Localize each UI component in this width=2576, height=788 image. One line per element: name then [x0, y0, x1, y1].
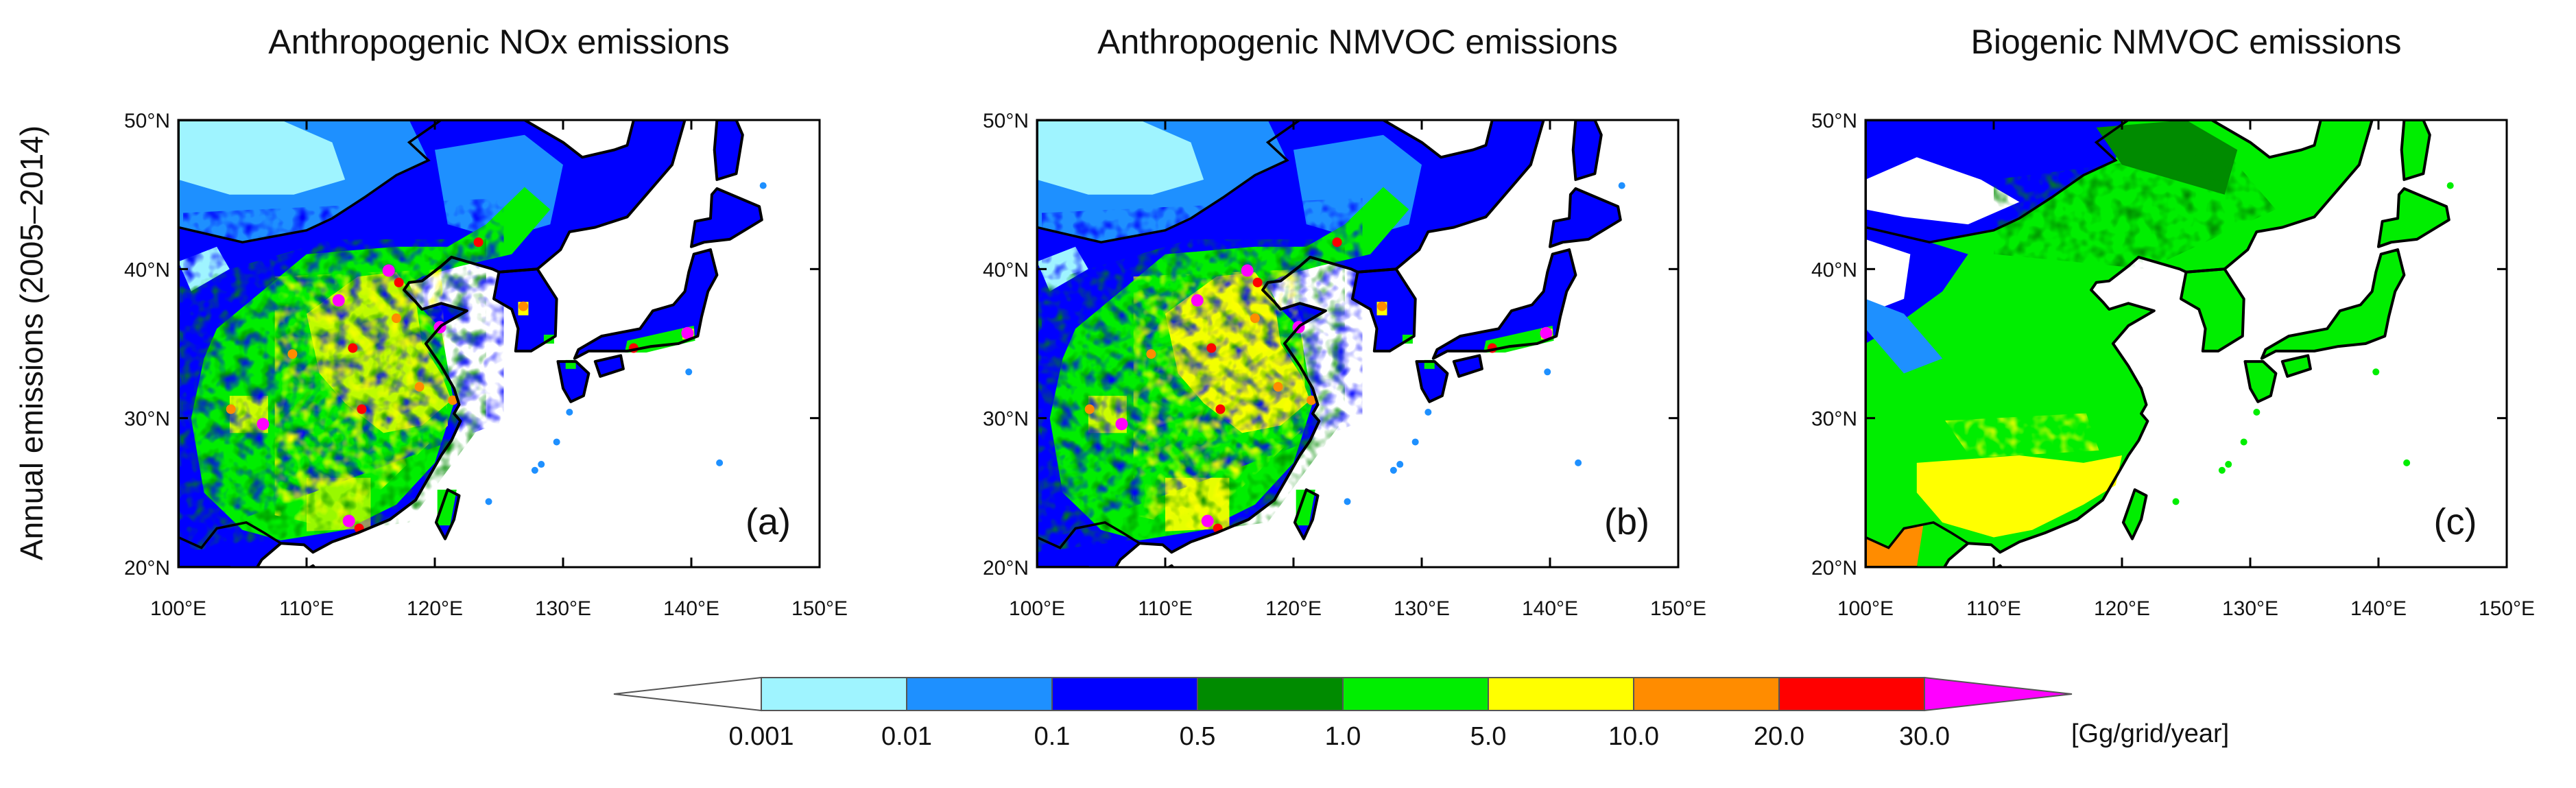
colorbar-segment [1488, 677, 1634, 711]
colorbar-tick-label: 30.0 [1899, 722, 1950, 751]
colorbar-tick-label: 10.0 [1608, 722, 1659, 751]
panel-label: (a) [746, 501, 791, 542]
lat-tick-label: 30°N [1811, 408, 1857, 431]
colorbar-tick-label: 0.01 [881, 722, 932, 751]
lon-tick-label: 130°E [535, 597, 591, 620]
y-axis-label: Annual emissions (2005–2014) [14, 126, 49, 560]
panel-label: (b) [1604, 501, 1649, 542]
lon-tick-label: 100°E [150, 597, 206, 620]
lat-tick-label: 20°N [124, 557, 170, 580]
lat-tick-label: 40°N [983, 259, 1029, 281]
colorbar-tick-label: 0.1 [1034, 722, 1071, 751]
colorbar-unit: [Gg/grid/year] [2071, 719, 2229, 748]
colorbar-segment [761, 677, 907, 711]
lon-tick-label: 100°E [1009, 597, 1065, 620]
lon-tick-label: 100°E [1837, 597, 1894, 620]
colorbar-tick-label: 0.001 [728, 722, 794, 751]
lon-tick-label: 120°E [407, 597, 463, 620]
map-panel-c: 100°E 110°E 120°E 130°E 140°E 150°E 50°N 40°N 30… [1811, 23, 2535, 620]
colorbar-high-arrow [1924, 676, 2073, 712]
colorbar-tick-label: 1.0 [1325, 722, 1361, 751]
colorbar-segment [1778, 677, 1925, 711]
map-panel-b: 100°E 110°E 120°E 130°E 140°E 150°E 50°N 40°N 30… [983, 23, 1706, 620]
lat-tick-label: 50°N [124, 110, 170, 132]
lat-tick-label: 40°N [1811, 259, 1857, 281]
lon-tick-label: 140°E [663, 597, 719, 620]
lon-tick-label: 150°E [2479, 597, 2535, 620]
lon-tick-label: 130°E [2222, 597, 2278, 620]
lon-tick-label: 150°E [1650, 597, 1706, 620]
colorbar-segment [1633, 677, 1780, 711]
lat-tick-label: 20°N [983, 557, 1029, 580]
panel-title: Anthropogenic NMVOC emissions [1097, 23, 1618, 61]
lon-tick-label: 150°E [791, 597, 848, 620]
map-panel-a: 100°E 110°E 120°E 130°E 140°E 150°E 50°N 40°N 30… [124, 23, 848, 620]
colorbar-segment [1051, 677, 1198, 711]
lon-tick-label: 110°E [1138, 597, 1193, 620]
lon-tick-label: 120°E [2094, 597, 2150, 620]
lat-tick-label: 50°N [1811, 110, 1857, 132]
lat-tick-label: 30°N [983, 408, 1029, 431]
colorbar-tick-label: 5.0 [1470, 722, 1507, 751]
lon-tick-label: 140°E [1522, 597, 1578, 620]
colorbar-tick-label: 20.0 [1754, 722, 1804, 751]
lon-tick-label: 110°E [1966, 597, 2021, 620]
lat-tick-label: 20°N [1811, 557, 1857, 580]
colorbar-tick-label: 0.5 [1180, 722, 1216, 751]
lat-tick-label: 50°N [983, 110, 1029, 132]
lat-tick-label: 30°N [124, 408, 170, 431]
panel-label: (c) [2434, 501, 2477, 542]
lon-tick-label: 140°E [2350, 597, 2407, 620]
colorbar-segment [906, 677, 1053, 711]
lat-tick-label: 40°N [124, 259, 170, 281]
colorbar-segment [1342, 677, 1489, 711]
lon-tick-label: 130°E [1394, 597, 1450, 620]
colorbar-low-arrow [613, 676, 762, 712]
lon-tick-label: 110°E [279, 597, 334, 620]
panel-title: Biogenic NMVOC emissions [1971, 23, 2402, 61]
colorbar: 0.001 0.01 0.1 0.5 1.0 5.0 10.0 20.0 30.0 [Gg/gr… [613, 676, 2229, 751]
colorbar-segment [1197, 677, 1344, 711]
panel-title: Anthropogenic NOx emissions [268, 23, 730, 61]
lon-tick-label: 120°E [1265, 597, 1322, 620]
